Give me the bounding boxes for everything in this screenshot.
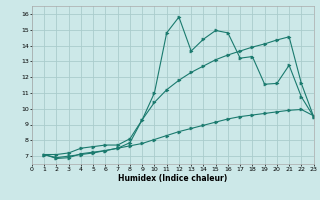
X-axis label: Humidex (Indice chaleur): Humidex (Indice chaleur) [118, 174, 228, 183]
